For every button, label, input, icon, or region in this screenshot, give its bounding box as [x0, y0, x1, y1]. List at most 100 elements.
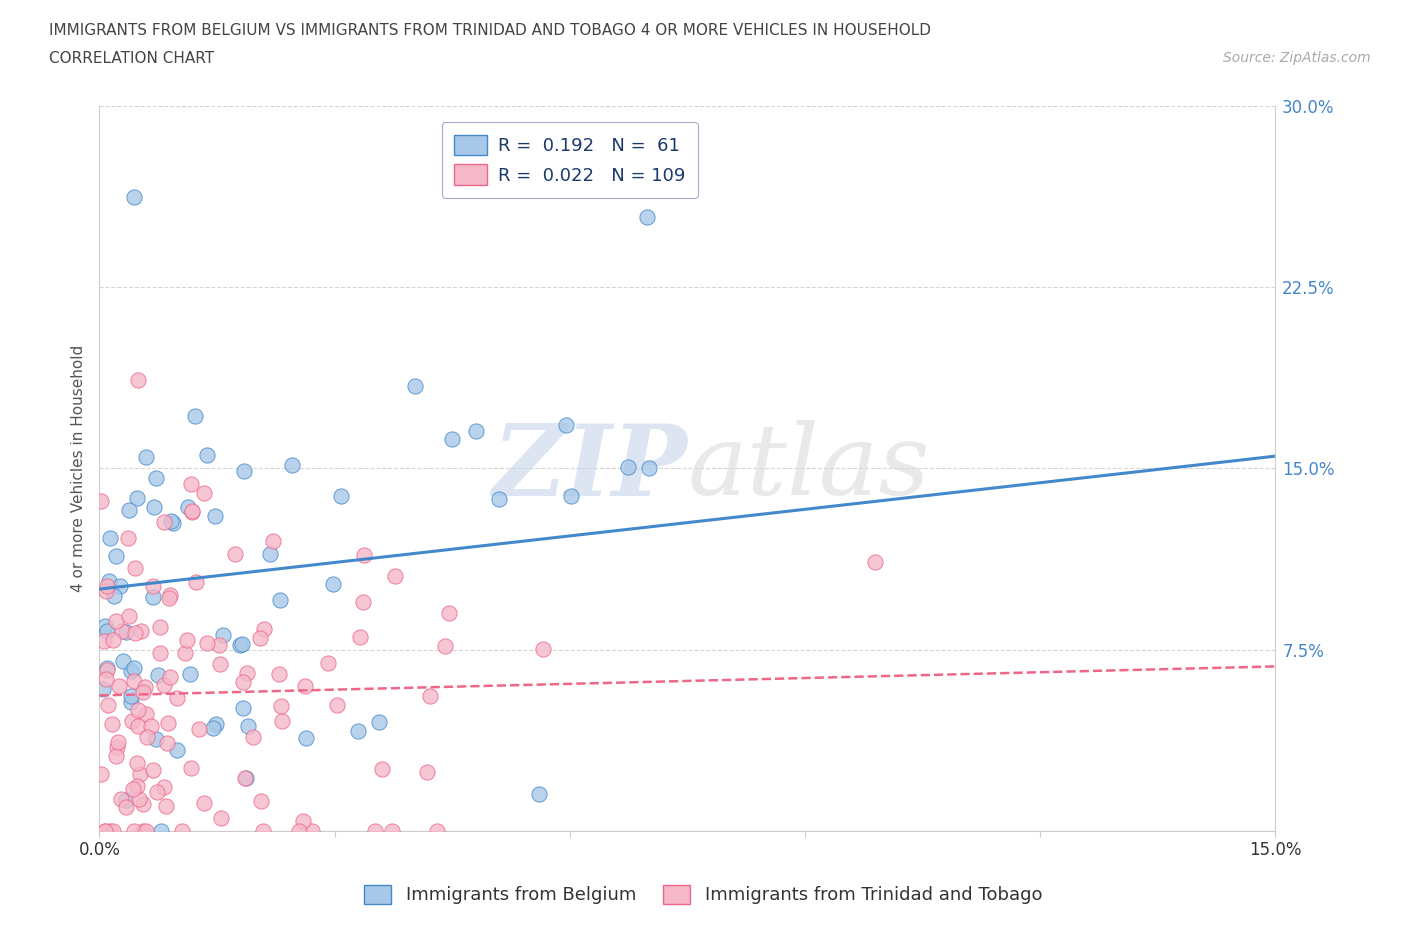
Point [197, 635, 219, 650]
Point [103, 589, 125, 604]
Point [180, 761, 202, 776]
Point [193, 485, 215, 500]
Point [139, 719, 162, 734]
Point [162, 516, 184, 531]
Point [347, 724, 370, 738]
Point [135, 730, 157, 745]
Point [488, 492, 510, 507]
Point [195, 447, 218, 462]
Point [270, 698, 292, 713]
Point [121, 688, 143, 703]
Point [236, 666, 259, 681]
Point [129, 766, 152, 781]
Point [426, 823, 449, 838]
Point [129, 623, 152, 638]
Point [291, 814, 314, 829]
Point [128, 791, 150, 806]
Point [224, 547, 246, 562]
Point [159, 588, 181, 603]
Point [120, 695, 142, 710]
Text: CORRELATION CHART: CORRELATION CHART [49, 51, 214, 66]
Point [125, 778, 148, 793]
Point [617, 459, 640, 474]
Point [173, 645, 195, 660]
Legend: R =  0.192   N =  61, R =  0.022   N = 109: R = 0.192 N = 61, R = 0.022 N = 109 [441, 122, 697, 198]
Point [142, 578, 165, 593]
Point [204, 508, 226, 523]
Point [439, 605, 461, 620]
Point [124, 190, 146, 205]
Point [242, 729, 264, 744]
Point [135, 707, 157, 722]
Point [153, 779, 176, 794]
Point [97, 574, 120, 589]
Point [101, 717, 124, 732]
Point [125, 755, 148, 770]
Point [108, 678, 131, 693]
Point [135, 823, 157, 838]
Point [166, 690, 188, 705]
Legend: Immigrants from Belgium, Immigrants from Trinidad and Tobago: Immigrants from Belgium, Immigrants from… [357, 878, 1049, 911]
Point [368, 714, 391, 729]
Point [118, 502, 141, 517]
Point [124, 673, 146, 688]
Point [122, 781, 145, 796]
Point [416, 764, 439, 779]
Point [142, 499, 165, 514]
Point [134, 680, 156, 695]
Point [181, 504, 204, 519]
Point [122, 660, 145, 675]
Point [115, 792, 138, 807]
Point [233, 770, 256, 785]
Point [249, 631, 271, 646]
Point [111, 623, 134, 638]
Point [96, 662, 118, 677]
Point [107, 735, 129, 750]
Point [419, 689, 441, 704]
Point [636, 209, 658, 224]
Point [132, 684, 155, 699]
Text: ZIP: ZIP [492, 420, 688, 516]
Point [560, 488, 582, 503]
Point [863, 555, 886, 570]
Point [91, 682, 114, 697]
Point [105, 749, 128, 764]
Point [441, 432, 464, 446]
Point [97, 698, 120, 712]
Point [193, 795, 215, 810]
Point [90, 766, 112, 781]
Point [235, 770, 257, 785]
Point [208, 637, 231, 652]
Point [155, 799, 177, 814]
Point [125, 491, 148, 506]
Point [94, 619, 117, 634]
Point [270, 713, 292, 728]
Point [96, 660, 118, 675]
Point [93, 633, 115, 648]
Point [404, 379, 426, 393]
Point [98, 530, 121, 545]
Point [111, 654, 134, 669]
Point [152, 515, 174, 530]
Point [177, 500, 200, 515]
Point [98, 823, 121, 838]
Point [301, 823, 323, 838]
Point [352, 594, 374, 609]
Point [127, 703, 149, 718]
Point [115, 625, 138, 640]
Point [209, 657, 232, 671]
Point [115, 800, 138, 815]
Y-axis label: 4 or more Vehicles in Household: 4 or more Vehicles in Household [72, 345, 86, 591]
Point [90, 493, 112, 508]
Point [353, 548, 375, 563]
Text: atlas: atlas [688, 420, 929, 516]
Point [132, 823, 155, 838]
Point [229, 638, 252, 653]
Point [326, 698, 349, 712]
Point [181, 504, 204, 519]
Point [637, 460, 659, 475]
Point [127, 719, 149, 734]
Point [166, 742, 188, 757]
Point [186, 575, 208, 590]
Point [124, 561, 146, 576]
